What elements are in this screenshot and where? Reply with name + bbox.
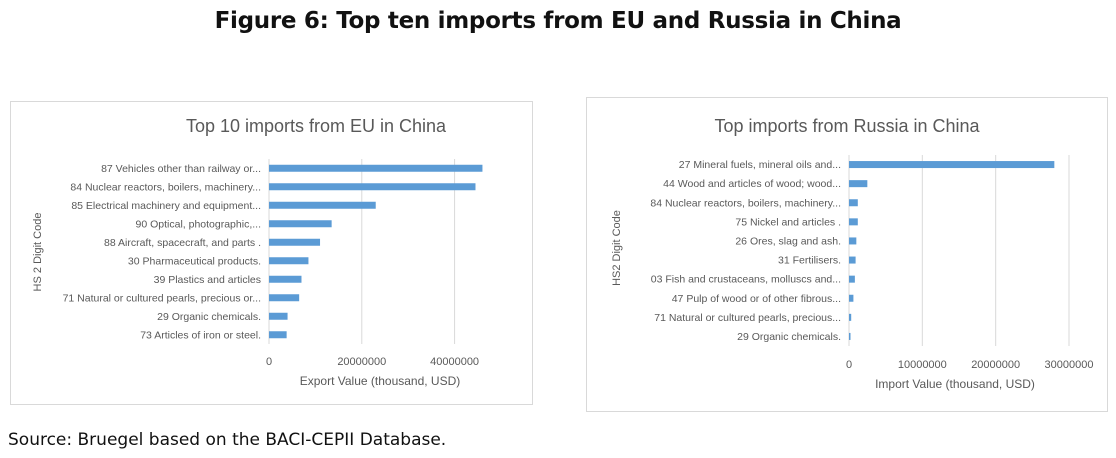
eu-bar (269, 294, 300, 302)
ru-chart-title: Top imports from Russia in China (714, 116, 980, 136)
ru-x-tick-label: 0 (846, 359, 852, 371)
eu-bar (269, 201, 376, 209)
ru-category-label: 31 Fertilisers. (778, 255, 841, 267)
ru-bar (849, 294, 854, 302)
eu-category-label: 84 Nuclear reactors, boilers, machinery.… (70, 181, 261, 193)
ru-category-label: 03 Fish and crustaceans, molluscs and... (651, 274, 841, 286)
chart-russia: Top imports from Russia in China 0 1000000… (611, 116, 1094, 391)
eu-category-label: 29 Organic chemicals. (157, 311, 261, 323)
chart-panel-russia: Top imports from Russia in China 0 1000000… (586, 97, 1108, 412)
eu-x-tick-label: 40000000 (430, 356, 479, 368)
ru-category-label: 84 Nuclear reactors, boilers, machinery.… (650, 197, 841, 209)
eu-bar (269, 238, 321, 246)
chart-panel-eu: Top 10 imports from EU in China 0 20000000… (10, 101, 533, 405)
ru-bar (849, 199, 858, 207)
ru-bar (849, 161, 1055, 169)
eu-category-label: 71 Natural or cultured pearls, precious … (63, 292, 261, 304)
eu-category-label: 88 Aircraft, spacecraft, and parts . (104, 237, 261, 249)
ru-category-label: 27 Mineral fuels, mineral oils and... (679, 159, 841, 171)
ru-bar (849, 275, 855, 283)
eu-chart-title: Top 10 imports from EU in China (186, 116, 447, 136)
ru-category-label: 26 Ores, slag and ash. (735, 235, 841, 247)
source-note: Source: Bruegel based on the BACI-CEPII … (8, 430, 447, 450)
ru-x-tick-label: 10000000 (898, 359, 947, 371)
chart-eu: Top 10 imports from EU in China 0 20000000… (32, 116, 483, 388)
ru-x-axis-title: Import Value (thousand, USD) (875, 377, 1035, 391)
eu-bar (269, 220, 332, 228)
ru-bar (849, 332, 851, 340)
ru-category-label: 71 Natural or cultured pearls, precious.… (654, 312, 841, 324)
eu-category-label: 90 Optical, photographic,... (136, 218, 262, 230)
ru-bar (849, 237, 857, 245)
eu-category-label: 39 Plastics and articles (154, 274, 261, 286)
ru-category-label: 44 Wood and articles of wood; wood... (663, 178, 841, 190)
ru-bar (849, 256, 856, 264)
ru-bar (849, 218, 858, 226)
figure-title: Figure 6: Top ten imports from EU and Ru… (214, 8, 902, 34)
ru-x-tick-label: 30000000 (1045, 359, 1094, 371)
eu-x-axis-title: Export Value (thousand, USD) (300, 374, 461, 388)
ru-bar (849, 180, 868, 188)
ru-y-axis-title: HS2 Digit Code (611, 210, 623, 286)
eu-bar (269, 183, 476, 191)
eu-category-label: 85 Electrical machinery and equipment... (71, 200, 261, 212)
ru-x-tick-label: 20000000 (971, 359, 1020, 371)
eu-category-label: 73 Articles of iron or steel. (140, 329, 261, 341)
eu-category-label: 30 Pharmaceutical products. (128, 255, 261, 267)
eu-x-tick-label: 20000000 (337, 356, 386, 368)
eu-y-axis-title: HS 2 Digit Code (32, 213, 44, 292)
eu-category-label: 87 Vehicles other than railway or... (101, 163, 261, 175)
eu-bar (269, 312, 288, 320)
ru-category-label: 47 Pulp of wood or of other fibrous... (672, 293, 841, 305)
eu-bar (269, 275, 302, 283)
ru-category-label: 75 Nickel and articles . (735, 216, 841, 228)
eu-bar (269, 257, 309, 265)
eu-bar (269, 164, 483, 172)
eu-bar (269, 331, 287, 339)
ru-category-label: 29 Organic chemicals. (737, 331, 841, 343)
ru-bar (849, 313, 852, 321)
eu-x-tick-label: 0 (266, 356, 272, 368)
